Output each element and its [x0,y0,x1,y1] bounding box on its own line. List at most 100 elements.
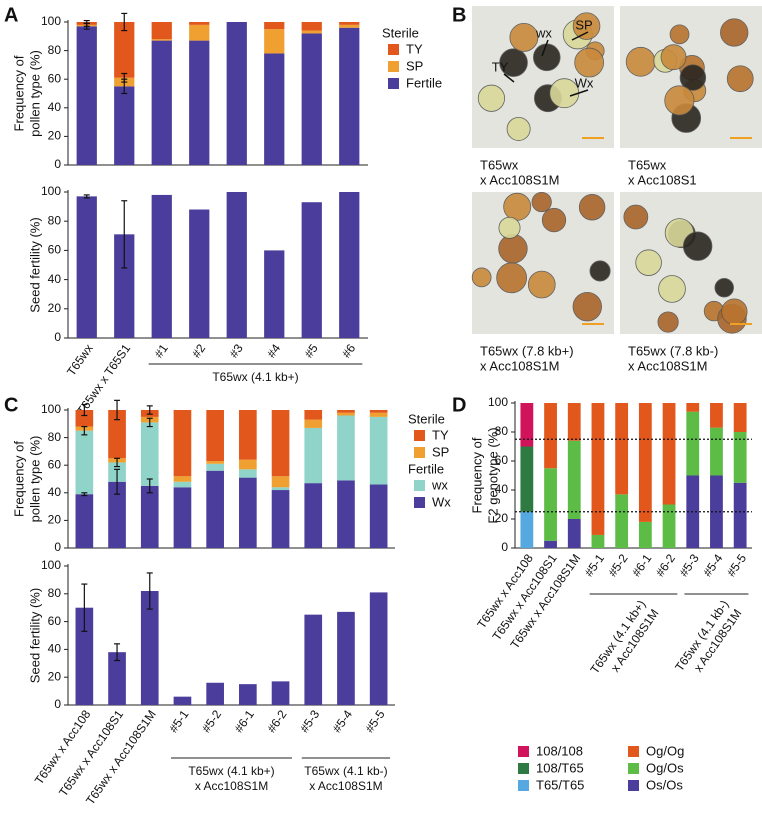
y-tick-label: 80 [48,43,62,57]
y-tick-label: 60 [495,453,509,467]
bar [239,410,257,460]
bar [369,416,388,485]
bar [151,40,172,166]
error-bar [83,194,90,199]
y-tick-label: 80 [495,424,509,438]
pollen-grain [660,44,687,71]
bar [733,403,747,432]
group-label: x Acc108S1M [309,779,382,793]
bar [710,427,723,476]
bar [189,209,210,338]
annotation-label: Wx [575,75,594,90]
pollen-grain [721,298,748,325]
x-tick-label: #2 [189,341,208,360]
y-tick-label: 60 [48,71,62,85]
x-tick-label: #3 [227,341,246,360]
bar [75,494,94,548]
bar [264,29,285,54]
y-tick-label: 20 [495,511,509,525]
bar [520,446,534,512]
legend-label: TY [432,427,449,442]
group-label: x Acc108S1M [195,779,268,793]
bar [337,410,355,413]
legend-label: Os/Os [646,777,683,792]
bar [520,511,534,548]
pollen-grain [572,12,601,40]
pollen-grain [682,231,713,261]
bar [304,614,323,705]
x-tick-label: #6 [339,341,358,360]
micrograph-caption: T65wx (7.8 kb-) [628,343,718,358]
pollen-grain [657,311,679,333]
bar [544,540,557,548]
pollen-grain [532,43,561,72]
legend-swatch [518,780,529,791]
bar [337,415,355,481]
bar [108,481,126,548]
bar [75,607,94,705]
bar [239,477,257,548]
pollen-grain [572,291,602,322]
legend-label: SP [406,58,423,73]
micrograph [620,192,762,334]
legend-swatch [414,480,425,491]
bar [206,470,224,548]
bar [301,22,322,31]
error-bar [146,478,153,494]
pollen-grain [471,267,492,288]
legend-swatch [518,763,529,774]
x-tick-label: #6-2 [264,707,289,735]
annotation-label: SP [575,17,592,32]
legend-label: T65/T65 [536,777,584,792]
bar [76,26,97,166]
y-axis-label: Seed fertility (%) [27,217,42,312]
bar [301,33,322,165]
bar [304,419,323,428]
pollen-grain [623,204,649,230]
y-tick-label: 100 [41,402,61,416]
bar [304,410,323,420]
y-tick-label: 0 [501,540,508,554]
y-tick-label: 40 [48,642,62,656]
pollen-grain [658,275,686,303]
pollen-grain [506,117,531,141]
legend-swatch [388,78,399,89]
panel-label: C [4,394,18,416]
bar [140,422,159,486]
bar [271,476,290,488]
legend-swatch [628,763,639,774]
bar [173,476,192,482]
pollen-grain [509,22,539,52]
micrograph-caption: x Acc108S1 [628,172,697,187]
legend-swatch [414,447,425,458]
bar [686,411,700,476]
bar [615,403,629,495]
bar [140,485,159,548]
pollen-grain [498,234,528,264]
annotation-arrow [571,31,589,41]
pollen-grain [669,24,690,45]
error-bar [81,583,88,632]
pollen-grain [503,192,532,221]
micrograph-caption: T65wx (7.8 kb+) [480,343,574,358]
bar [140,591,159,705]
bar [108,410,126,459]
micrograph-caption: T65wx [628,157,667,172]
micrograph: TY wx SP Wx [472,6,614,148]
pollen-grain [589,260,611,282]
y-tick-label: 40 [48,485,62,499]
y-tick-label: 80 [48,213,62,227]
error-bar [146,417,153,428]
legend-swatch [388,44,399,55]
annotation-arrow [503,73,515,83]
bar [662,504,676,548]
y-tick-label: 60 [48,243,62,257]
y-tick-label: 100 [41,14,61,28]
x-tick-label: #5-2 [199,707,224,735]
x-tick-label: #6-2 [653,551,678,579]
bar [271,681,290,705]
error-bar [121,200,128,269]
y-tick-label: 20 [48,669,62,683]
legend-title: Sterile [408,411,445,426]
